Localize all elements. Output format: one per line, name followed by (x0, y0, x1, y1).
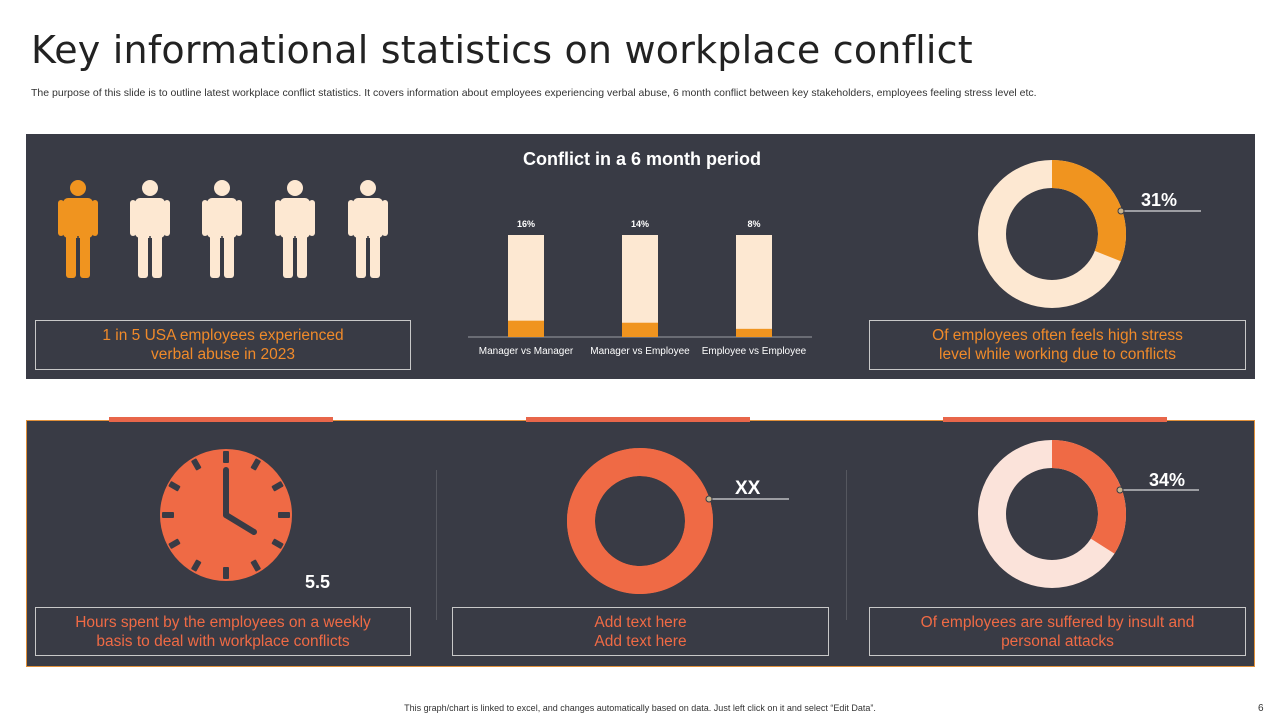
person-icon (58, 180, 98, 278)
accent-bar-left (109, 417, 333, 422)
insult-line2: personal attacks (1001, 632, 1114, 650)
footer-note: This graph/chart is linked to excel, and… (404, 703, 876, 713)
donut-segment (1051, 440, 1126, 554)
add-text-caption: Add text here Add text here (452, 607, 829, 656)
bar (736, 328, 772, 337)
page-number: 6 (1258, 703, 1264, 714)
leader-dot (1116, 486, 1124, 494)
clock-hours-label: 5.5 (305, 572, 331, 592)
bar (622, 322, 658, 337)
verbal-abuse-line2: verbal abuse in 2023 (151, 346, 295, 363)
xx-label: XX (735, 478, 761, 499)
stress-line2: level while working due to conflicts (939, 346, 1176, 363)
person-icon (348, 180, 388, 278)
donut-segment (567, 448, 713, 594)
bar (508, 320, 544, 337)
hours-caption: Hours spent by the employees on a weekly… (35, 607, 411, 656)
insult-percent-label: 34% (1149, 470, 1186, 490)
add-text-line2: Add text here (594, 632, 687, 650)
donut-segment (1051, 160, 1126, 262)
bar-background (622, 235, 658, 337)
bar-value-label: 16% (517, 219, 535, 229)
verbal-abuse-caption: 1 in 5 USA employees experienced verbal … (35, 320, 411, 370)
person-icon (275, 180, 315, 278)
bar-value-label: 8% (747, 219, 760, 229)
page-title: Key informational statistics on workplac… (31, 28, 973, 72)
leader-dot (705, 495, 713, 503)
stress-percent-label: 31% (1141, 190, 1178, 210)
x-tick-label: Manager vs Manager (479, 346, 574, 357)
verbal-abuse-line1: 1 in 5 USA employees experienced (102, 327, 344, 344)
insult-caption: Of employees are suffered by insult and … (869, 607, 1246, 656)
hours-line1: Hours spent by the employees on a weekly (75, 613, 371, 631)
add-text-line1: Add text here (594, 613, 687, 631)
page-subtitle: The purpose of this slide is to outline … (31, 87, 1037, 99)
x-tick-label: Employee vs Employee (702, 346, 807, 357)
bar-chart-title: Conflict in a 6 month period (523, 149, 761, 169)
stress-caption: Of employees often feels high stress lev… (869, 320, 1246, 370)
leader-dot (1117, 207, 1125, 215)
stress-line1: Of employees often feels high stress (932, 327, 1183, 344)
accent-bar-right (943, 417, 1167, 422)
person-icon (130, 180, 170, 278)
hours-line2: basis to deal with workplace conflicts (96, 632, 350, 650)
bar-background (736, 235, 772, 337)
person-icon (202, 180, 242, 278)
insult-line1: Of employees are suffered by insult and (920, 613, 1195, 631)
bar-value-label: 14% (631, 219, 649, 229)
x-tick-label: Manager vs Employee (590, 346, 690, 357)
divider-left (436, 470, 437, 620)
divider-right (846, 470, 847, 620)
accent-bar-middle (526, 417, 750, 422)
bar-background (508, 235, 544, 337)
